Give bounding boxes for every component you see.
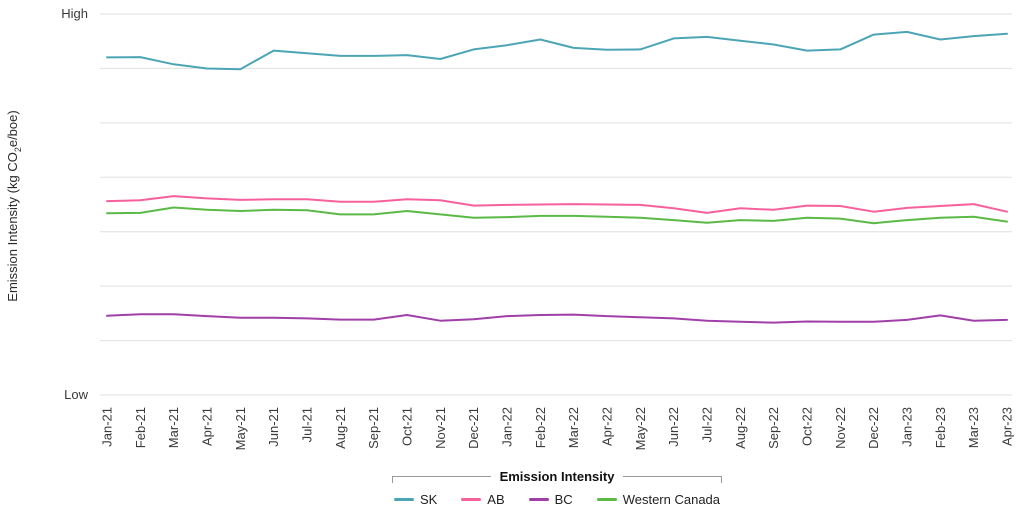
- x-tick-label: Feb-23: [933, 407, 948, 448]
- legend-title: Emission Intensity: [490, 469, 624, 484]
- x-tick-label: Jun-22: [666, 407, 681, 447]
- x-tick-label: May-22: [633, 407, 648, 450]
- legend-item-ab[interactable]: AB: [461, 492, 505, 507]
- x-tick-label: Jan-22: [500, 407, 515, 447]
- legend-item-sk[interactable]: SK: [393, 492, 438, 507]
- series-line-bc: [106, 313, 1008, 324]
- x-tick-label: Dec-22: [866, 407, 881, 449]
- x-tick-label: Aug-21: [333, 407, 348, 449]
- x-tick-label: Jan-21: [100, 407, 115, 447]
- x-tick-label: Jan-23: [900, 407, 915, 447]
- x-tick-label: Jul-21: [300, 407, 315, 442]
- legend: Emission Intensity SK AB BC Western Canada: [392, 467, 722, 507]
- x-tick-label: Feb-21: [133, 407, 148, 448]
- x-tick-label: Apr-23: [1000, 407, 1015, 446]
- legend-item-label: SK: [419, 492, 438, 507]
- x-tick-label: Aug-22: [733, 407, 748, 449]
- series-line-sk: [106, 30, 1008, 71]
- x-tick-label: Jun-21: [266, 407, 281, 447]
- x-tick-label: Jul-22: [700, 407, 715, 442]
- legend-swatch-icon: [596, 498, 617, 501]
- x-tick-label: Sep-21: [366, 407, 381, 449]
- x-tick-label: Mar-23: [966, 407, 981, 448]
- y-axis-title: Emission Intensity (kg CO2e/boe): [5, 110, 23, 301]
- x-tick-label: Oct-22: [800, 407, 815, 446]
- legend-header: Emission Intensity: [392, 467, 722, 487]
- series-line-western-canada: [106, 206, 1008, 225]
- x-tick-label: Dec-21: [466, 407, 481, 449]
- x-tick-label: Mar-21: [166, 407, 181, 448]
- x-tick-label: Nov-22: [833, 407, 848, 449]
- x-tick-label: May-21: [233, 407, 248, 450]
- series-line-ab: [106, 195, 1008, 214]
- legend-item-label: BC: [554, 492, 573, 507]
- x-tick-label: Apr-22: [600, 407, 615, 446]
- legend-item-bc[interactable]: BC: [528, 492, 573, 507]
- y-axis-title-subscript: 2: [12, 147, 23, 153]
- y-axis-low-label: Low: [64, 387, 88, 402]
- legend-items: SK AB BC Western Canada: [392, 492, 722, 507]
- y-axis-title-suffix: e/boe): [5, 110, 21, 148]
- y-axis-high-label: High: [61, 6, 88, 21]
- x-tick-label: Sep-22: [766, 407, 781, 449]
- legend-swatch-icon: [528, 498, 549, 501]
- x-tick-label: Nov-21: [433, 407, 448, 449]
- legend-swatch-icon: [461, 498, 482, 501]
- x-tick-label: Mar-22: [566, 407, 581, 448]
- legend-swatch-icon: [393, 498, 414, 501]
- x-tick-label: Feb-22: [533, 407, 548, 448]
- x-tick-label: Oct-21: [400, 407, 415, 446]
- y-axis-title-text: Emission Intensity (kg CO: [5, 152, 21, 302]
- x-tick-label: Apr-21: [200, 407, 215, 446]
- legend-item-label: Western Canada: [622, 492, 721, 507]
- legend-item-western-canada[interactable]: Western Canada: [596, 492, 721, 507]
- legend-item-label: AB: [487, 492, 505, 507]
